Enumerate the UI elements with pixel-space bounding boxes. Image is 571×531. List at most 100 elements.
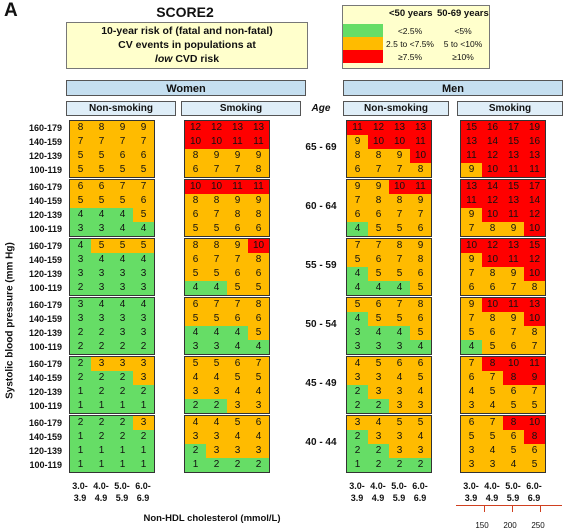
risk-cell: 3 bbox=[70, 222, 91, 236]
risk-cell: 6 bbox=[112, 149, 133, 163]
cholesterol-tick-label: 3.0- 3.9 bbox=[349, 481, 365, 503]
risk-cell: 3 bbox=[461, 399, 482, 413]
risk-cell: 4 bbox=[206, 416, 227, 430]
risk-cell: 7 bbox=[206, 208, 227, 222]
women-non-smoking-block bbox=[69, 356, 155, 414]
risk-cell: 5 bbox=[112, 163, 133, 177]
risk-cell: 2 bbox=[112, 430, 133, 444]
bp-row-label: 140-159 bbox=[28, 137, 62, 147]
risk-cell: 4 bbox=[389, 371, 410, 385]
mg-label-250: 250 bbox=[531, 521, 545, 530]
risk-cell: 19 bbox=[524, 121, 545, 135]
risk-cell: 14 bbox=[482, 180, 503, 194]
risk-cell: 9 bbox=[112, 121, 133, 135]
risk-cell: 11 bbox=[503, 208, 524, 222]
risk-cell: 2 bbox=[368, 458, 389, 472]
risk-cell: 8 bbox=[227, 208, 248, 222]
risk-cell: 4 bbox=[389, 326, 410, 340]
cholesterol-tick-label: 6.0- 6.9 bbox=[135, 481, 151, 503]
risk-cell: 2 bbox=[91, 326, 112, 340]
risk-cell: 14 bbox=[482, 135, 503, 149]
men-non-smoking-block bbox=[346, 120, 432, 178]
women-non-smoking-block bbox=[69, 120, 155, 178]
risk-cell: 3 bbox=[206, 385, 227, 399]
risk-cell: 10 bbox=[389, 135, 410, 149]
legend-swatch-high bbox=[343, 50, 383, 63]
risk-cell: 3 bbox=[389, 399, 410, 413]
risk-cell: 11 bbox=[227, 135, 248, 149]
legend-high-50-69: ≥10% bbox=[452, 52, 474, 62]
bp-row-label: 160-179 bbox=[28, 418, 62, 428]
risk-cell: 2 bbox=[347, 430, 368, 444]
risk-cell: 12 bbox=[482, 239, 503, 253]
women-smoking-block bbox=[184, 297, 270, 355]
risk-cell: 6 bbox=[410, 267, 431, 281]
risk-cell: 9 bbox=[503, 312, 524, 326]
risk-cell: 6 bbox=[347, 208, 368, 222]
risk-cell: 12 bbox=[185, 121, 206, 135]
bp-row-label: 120-139 bbox=[28, 387, 62, 397]
risk-cell: 3 bbox=[206, 340, 227, 354]
risk-cell: 11 bbox=[503, 253, 524, 267]
risk-cell: 10 bbox=[503, 357, 524, 371]
risk-cell: 9 bbox=[410, 239, 431, 253]
risk-cell: 5 bbox=[368, 267, 389, 281]
legend-low-50-69: <5% bbox=[454, 26, 472, 36]
bp-row-label: 120-139 bbox=[28, 210, 62, 220]
risk-cell: 6 bbox=[461, 281, 482, 295]
risk-cell: 2 bbox=[70, 357, 91, 371]
risk-cell: 3 bbox=[133, 416, 154, 430]
risk-cell: 11 bbox=[461, 149, 482, 163]
bp-row-label: 120-139 bbox=[28, 269, 62, 279]
risk-cell: 3 bbox=[227, 399, 248, 413]
risk-cell: 3 bbox=[133, 281, 154, 295]
risk-cell: 2 bbox=[133, 385, 154, 399]
men-smoking-block bbox=[460, 120, 546, 178]
age-group-label: 65 - 69 bbox=[305, 142, 337, 153]
risk-cell: 10 bbox=[368, 135, 389, 149]
risk-cell: 9 bbox=[133, 121, 154, 135]
bp-row-label: 160-179 bbox=[28, 241, 62, 251]
risk-cell: 2 bbox=[91, 385, 112, 399]
bp-row-label: 100-119 bbox=[29, 224, 62, 234]
bp-row-label: 100-119 bbox=[29, 283, 62, 293]
risk-cell: 8 bbox=[503, 371, 524, 385]
risk-cell: 1 bbox=[133, 399, 154, 413]
risk-cell: 8 bbox=[368, 194, 389, 208]
risk-cell: 11 bbox=[503, 163, 524, 177]
risk-cell: 13 bbox=[389, 121, 410, 135]
risk-cell: 5 bbox=[133, 163, 154, 177]
risk-cell: 4 bbox=[389, 281, 410, 295]
risk-cell: 5 bbox=[185, 267, 206, 281]
men-smoking-block bbox=[460, 356, 546, 414]
risk-cell: 7 bbox=[347, 239, 368, 253]
risk-cell: 2 bbox=[133, 430, 154, 444]
risk-cell: 3 bbox=[368, 371, 389, 385]
risk-cell: 7 bbox=[133, 180, 154, 194]
age-group-label: 60 - 64 bbox=[305, 201, 337, 212]
age-group-label: 50 - 54 bbox=[305, 319, 337, 330]
men-non-smoking-header: Non-smoking bbox=[343, 101, 449, 116]
bp-row-label: 100-119 bbox=[29, 342, 62, 352]
risk-cell: 5 bbox=[206, 222, 227, 236]
risk-cell: 10 bbox=[185, 180, 206, 194]
risk-cell: 10 bbox=[482, 253, 503, 267]
risk-cell: 1 bbox=[112, 458, 133, 472]
risk-cell: 13 bbox=[503, 149, 524, 163]
risk-cell: 10 bbox=[410, 149, 431, 163]
risk-cell: 3 bbox=[368, 340, 389, 354]
risk-cell: 8 bbox=[503, 416, 524, 430]
risk-cell: 8 bbox=[410, 163, 431, 177]
risk-cell: 8 bbox=[347, 149, 368, 163]
risk-cell: 5 bbox=[70, 163, 91, 177]
risk-cell: 3 bbox=[70, 298, 91, 312]
legend-row-high: ≥7.5% ≥10% bbox=[343, 50, 489, 63]
risk-cell: 1 bbox=[133, 458, 154, 472]
risk-cell: 1 bbox=[112, 444, 133, 458]
women-smoking-block bbox=[184, 120, 270, 178]
risk-cell: 6 bbox=[248, 416, 269, 430]
risk-cell: 6 bbox=[410, 357, 431, 371]
risk-cell: 5 bbox=[227, 371, 248, 385]
risk-cell: 8 bbox=[248, 298, 269, 312]
risk-cell: 4 bbox=[206, 281, 227, 295]
